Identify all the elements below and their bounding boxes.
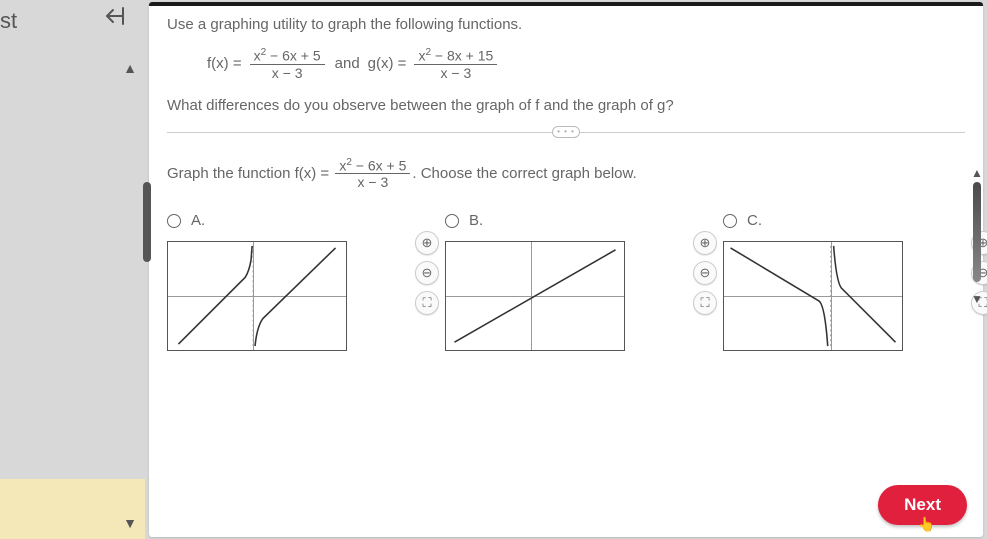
options-row: A. ⊕ ⊖ ⛶ <box>167 212 965 351</box>
radio-icon <box>167 214 181 228</box>
radio-icon <box>445 214 459 228</box>
f-numerator: x2 − 6x + 5 <box>250 47 325 65</box>
graph-a-controls: ⊕ ⊖ ⛶ <box>415 231 439 315</box>
radio-icon <box>723 214 737 228</box>
expand-icon[interactable]: ⛶ <box>693 291 717 315</box>
graph-b-wrap: ⊕ ⊖ ⛶ <box>445 241 687 351</box>
option-c-label: C. <box>747 212 762 229</box>
prompt-suffix: . Choose the correct graph below. <box>412 165 636 182</box>
option-a: A. ⊕ ⊖ ⛶ <box>167 212 409 351</box>
graph-b[interactable] <box>445 241 625 351</box>
scroll-down-icon[interactable]: ▼ <box>971 292 985 306</box>
f-label: f(x) = <box>207 55 242 72</box>
curve-b <box>446 242 624 350</box>
section-divider: • • • <box>167 132 965 133</box>
and-label: and <box>335 55 360 72</box>
left-scroll-thumb[interactable] <box>143 182 151 262</box>
main-panel: Use a graphing utility to graph the foll… <box>149 2 983 537</box>
graph-a-wrap: ⊕ ⊖ ⛶ <box>167 241 409 351</box>
g-label: g(x) = <box>368 55 407 72</box>
scroll-up-icon[interactable]: ▲ <box>971 166 985 180</box>
option-c-radio[interactable]: C. <box>723 212 965 229</box>
f-fraction: x2 − 6x + 5 x − 3 <box>250 47 325 81</box>
curve-a <box>168 242 346 350</box>
graph-c[interactable] <box>723 241 903 351</box>
option-b-label: B. <box>469 212 483 229</box>
option-c: C. ⊕ ⊖ ⛶ <box>723 212 965 351</box>
zoom-in-icon[interactable]: ⊕ <box>415 231 439 255</box>
graph-b-controls: ⊕ ⊖ ⛶ <box>693 231 717 315</box>
back-button[interactable] <box>97 4 137 34</box>
graph-a[interactable] <box>167 241 347 351</box>
right-scroll-thumb[interactable] <box>973 182 981 282</box>
g-denominator: x − 3 <box>436 65 475 81</box>
prompt-numerator: x2 − 6x + 5 <box>335 157 410 175</box>
instruction-text: Use a graphing utility to graph the foll… <box>167 16 965 33</box>
option-b-radio[interactable]: B. <box>445 212 687 229</box>
g-fraction: x2 − 8x + 15 x − 3 <box>414 47 497 81</box>
graph-prompt: Graph the function f(x) = x2 − 6x + 5 x … <box>167 157 965 191</box>
divider-handle[interactable]: • • • <box>552 126 580 138</box>
zoom-out-icon[interactable]: ⊖ <box>693 261 717 285</box>
left-sidebar: st ▲ ▼ <box>0 0 145 539</box>
cursor-hand-icon: 👆 <box>918 516 935 533</box>
g-numerator: x2 − 8x + 15 <box>414 47 497 65</box>
up-arrow-icon[interactable]: ▲ <box>123 60 137 76</box>
graph-c-wrap: ⊕ ⊖ ⛶ <box>723 241 965 351</box>
question-text: What differences do you observe between … <box>167 97 965 114</box>
top-border <box>149 2 983 6</box>
prompt-denominator: x − 3 <box>353 174 392 190</box>
equation-row: f(x) = x2 − 6x + 5 x − 3 and g(x) = x2 −… <box>207 47 965 81</box>
f-denominator: x − 3 <box>268 65 307 81</box>
option-b: B. ⊕ ⊖ ⛶ <box>445 212 687 351</box>
prompt-fraction: x2 − 6x + 5 x − 3 <box>335 157 410 191</box>
zoom-in-icon[interactable]: ⊕ <box>693 231 717 255</box>
expand-icon[interactable]: ⛶ <box>415 291 439 315</box>
down-arrow-icon[interactable]: ▼ <box>123 515 137 531</box>
prompt-prefix: Graph the function f(x) = <box>167 165 329 182</box>
sidebar-label: st <box>0 8 17 34</box>
curve-c <box>724 242 902 350</box>
back-arrow-icon <box>103 5 131 33</box>
option-a-radio[interactable]: A. <box>167 212 409 229</box>
option-a-label: A. <box>191 212 205 229</box>
zoom-out-icon[interactable]: ⊖ <box>415 261 439 285</box>
